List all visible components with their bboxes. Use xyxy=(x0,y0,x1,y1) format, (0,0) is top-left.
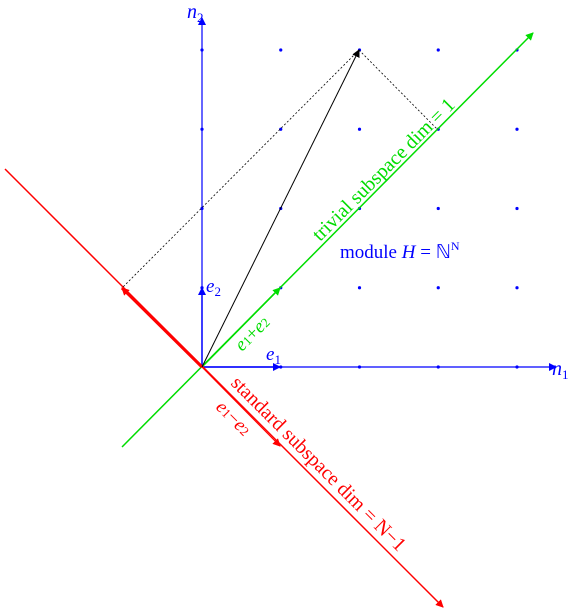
lattice-point xyxy=(357,127,362,131)
standard-line xyxy=(4,168,444,608)
trivial-line xyxy=(121,32,534,448)
projection-dotted xyxy=(358,49,439,131)
trivial-label: trivial subspace dim = 1 xyxy=(308,94,460,246)
e1-minus-e2-arrow xyxy=(201,366,281,447)
e1-plus-e2-arrow xyxy=(201,287,281,368)
lattice-point xyxy=(279,48,283,52)
vector xyxy=(201,49,360,368)
lattice-point xyxy=(436,286,440,290)
n1-label: n1 xyxy=(552,358,569,382)
n2-label: n2 xyxy=(187,1,204,25)
e2-label: e2 xyxy=(206,276,221,299)
lattice-point xyxy=(515,206,519,211)
lattice-point xyxy=(436,206,440,211)
projection-dotted xyxy=(121,49,360,289)
lattice-point xyxy=(357,286,362,290)
e1-label: e1 xyxy=(266,344,281,367)
lattice-point xyxy=(436,48,440,52)
projection-arrow xyxy=(120,286,204,369)
standard-label: standard subspace dim = N−1 xyxy=(226,372,410,556)
lattice-point xyxy=(515,286,519,290)
lattice-point xyxy=(279,127,283,131)
lattice-point xyxy=(515,127,519,131)
module-label: module H = ℕN xyxy=(340,239,460,263)
